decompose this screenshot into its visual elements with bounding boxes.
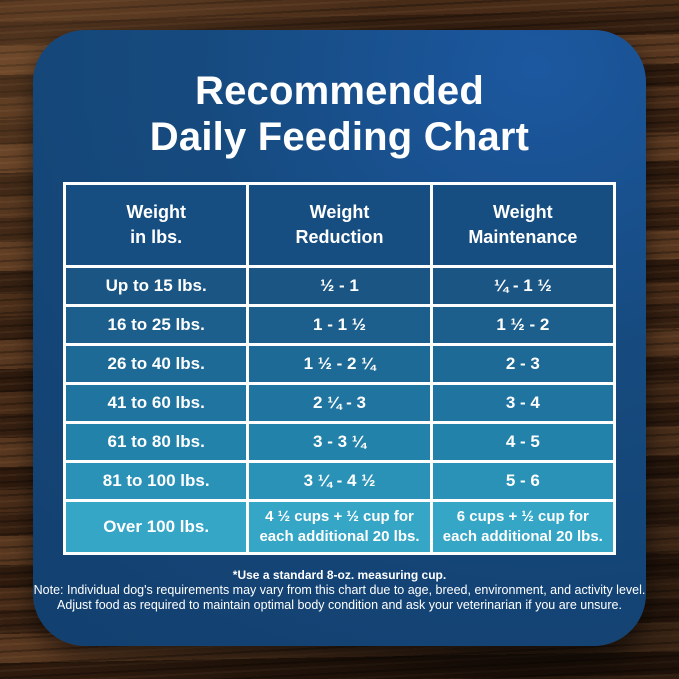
column-header-weight-maintenance: Weight Maintenance <box>429 181 617 268</box>
table-row: 41 to 60 lbs. 2 ¼ - 3 3 - 4 <box>62 381 617 424</box>
maintenance-cell: 5 - 6 <box>429 459 617 502</box>
note-line-2: Adjust food as required to maintain opti… <box>57 598 622 613</box>
reduction-cell: 3 ¼ - 4 ½ <box>246 459 433 502</box>
page-title: Recommended Daily Feeding Chart <box>149 69 530 160</box>
footnote: *Use a standard 8-oz. measuring cup. <box>232 567 447 582</box>
table-header-row: Weight in lbs. Weight Reduction Weight M… <box>62 181 617 268</box>
feeding-table: Weight in lbs. Weight Reduction Weight M… <box>62 181 617 555</box>
weight-cell: 81 to 100 lbs. <box>62 459 250 502</box>
weight-cell: 61 to 80 lbs. <box>62 420 250 463</box>
table-row: 16 to 25 lbs. 1 - 1 ½ 1 ½ - 2 <box>62 303 617 346</box>
maintenance-cell: 1 ½ - 2 <box>429 303 617 346</box>
column-header-weight-reduction: Weight Reduction <box>246 181 433 268</box>
table-row: 61 to 80 lbs. 3 - 3 ¼ 4 - 5 <box>62 420 617 463</box>
table-row: 81 to 100 lbs. 3 ¼ - 4 ½ 5 - 6 <box>62 459 617 502</box>
weight-cell: 41 to 60 lbs. <box>62 381 250 424</box>
maintenance-cell: 4 - 5 <box>429 420 617 463</box>
column-header-weight: Weight in lbs. <box>62 181 250 268</box>
maintenance-cell: 3 - 4 <box>429 381 617 424</box>
weight-cell: 26 to 40 lbs. <box>62 342 250 385</box>
maintenance-cell: 2 - 3 <box>429 342 617 385</box>
weight-cell: 16 to 25 lbs. <box>62 303 250 346</box>
reduction-cell: 1 ½ - 2 ¼ <box>246 342 433 385</box>
reduction-cell: 2 ¼ - 3 <box>246 381 433 424</box>
table-row: Over 100 lbs. 4 ½ cups + ½ cup for each … <box>62 498 617 555</box>
note-line-1: Note: Individual dog's requirements may … <box>33 582 646 597</box>
table-row: Up to 15 lbs. ½ - 1 ¼ - 1 ½ <box>62 264 617 307</box>
maintenance-cell: ¼ - 1 ½ <box>429 264 617 307</box>
table-row: 26 to 40 lbs. 1 ½ - 2 ¼ 2 - 3 <box>62 342 617 385</box>
reduction-cell: 3 - 3 ¼ <box>246 420 433 463</box>
maintenance-cell: 6 cups + ½ cup for each additional 20 lb… <box>429 498 617 555</box>
reduction-cell: 1 - 1 ½ <box>246 303 433 346</box>
weight-cell: Up to 15 lbs. <box>62 264 250 307</box>
feeding-chart-panel: Recommended Daily Feeding Chart Weight i… <box>33 30 646 646</box>
reduction-cell: ½ - 1 <box>246 264 433 307</box>
reduction-cell: 4 ½ cups + ½ cup for each additional 20 … <box>246 498 433 555</box>
weight-cell: Over 100 lbs. <box>62 498 250 555</box>
